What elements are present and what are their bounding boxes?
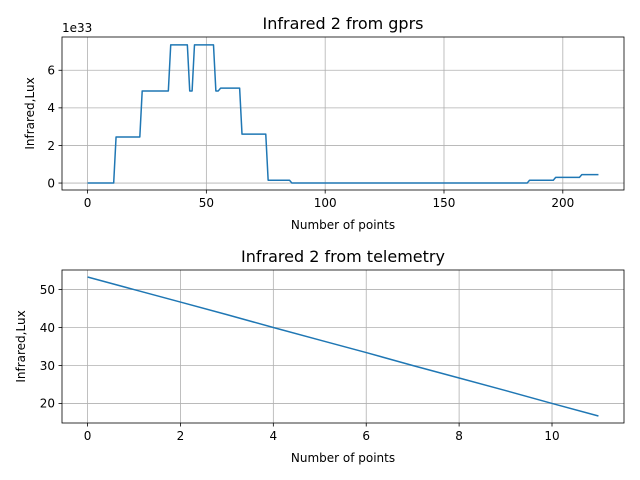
x-tick-label: 200	[551, 196, 574, 210]
subplot-telemetry: 0 2 4 6 8 10 20 30 40 50 Infrared 2 from telemetr…	[14, 247, 625, 465]
x-tick-label: 6	[362, 429, 370, 443]
y-axis-label-gprs: Infrared,Lux	[23, 77, 37, 149]
plot-frame	[61, 36, 625, 191]
y-tick-label: 0	[47, 176, 55, 190]
grid-lines	[62, 270, 624, 423]
tick-marks: 0 50 100 150 200 0 2 4 6	[47, 64, 574, 210]
y-tick-label: 50	[40, 283, 55, 297]
x-tick-label: 4	[270, 429, 278, 443]
x-axis-label-gprs: Number of points	[291, 218, 395, 232]
series-line-telemetry	[87, 276, 599, 417]
y-tick-label: 20	[40, 397, 55, 411]
x-tick-label: 8	[455, 429, 463, 443]
x-tick-label: 0	[84, 196, 92, 210]
subplot-gprs: 0 50 100 150 200 0 2 4 6 Infrared 2 from gprs Nu…	[23, 14, 625, 232]
plot-frame	[61, 269, 625, 424]
y-tick-label: 6	[47, 64, 55, 78]
chart-title-gprs: Infrared 2 from gprs	[263, 14, 424, 33]
x-tick-label: 0	[84, 429, 92, 443]
x-tick-label: 50	[199, 196, 214, 210]
x-tick-label: 150	[433, 196, 456, 210]
x-tick-label: 10	[544, 429, 559, 443]
chart-title-telemetry: Infrared 2 from telemetry	[241, 247, 445, 266]
grid-lines	[62, 37, 624, 190]
x-axis-label-telemetry: Number of points	[291, 451, 395, 465]
x-tick-label: 2	[177, 429, 185, 443]
y-offset-label: 1e33	[62, 21, 92, 35]
y-tick-label: 30	[40, 359, 55, 373]
x-tick-label: 100	[314, 196, 337, 210]
y-tick-label: 4	[47, 101, 55, 115]
series-line-gprs	[87, 44, 599, 184]
y-tick-label: 40	[40, 321, 55, 335]
y-axis-label-telemetry: Infrared,Lux	[14, 310, 28, 382]
y-tick-label: 2	[47, 139, 55, 153]
tick-marks: 0 2 4 6 8 10 20 30 40 50	[40, 283, 560, 443]
